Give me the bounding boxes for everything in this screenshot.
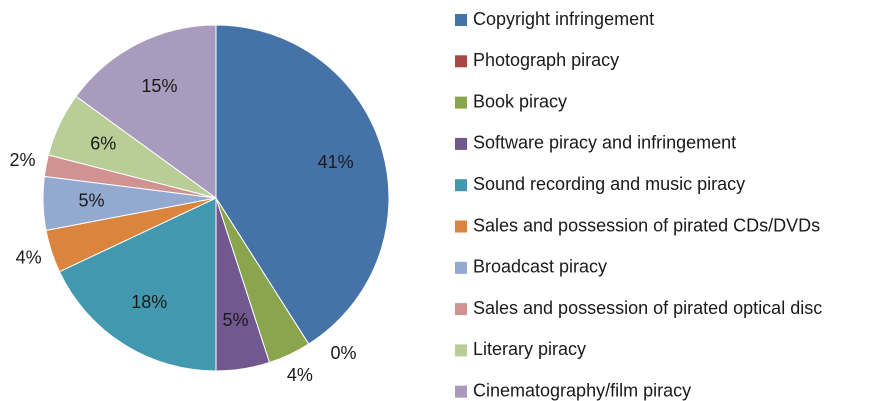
legend-label: Book piracy <box>473 91 567 111</box>
pie-slice <box>75 24 217 199</box>
data-label: 15% <box>141 76 177 96</box>
data-label: 41% <box>318 152 354 172</box>
data-label: 4% <box>16 248 42 268</box>
legend-swatch <box>455 96 467 109</box>
legend-label: Sound recording and music piracy <box>473 174 745 194</box>
legend-label: Sales and possession of pirated optical … <box>473 298 822 318</box>
data-label: 0% <box>331 343 357 363</box>
legend-swatch <box>455 14 467 26</box>
data-label: 18% <box>131 292 167 312</box>
legend-swatch <box>455 179 467 192</box>
data-label: 5% <box>222 310 248 330</box>
legend-swatch <box>455 303 467 316</box>
data-label: 4% <box>287 365 313 385</box>
legend-swatch <box>455 261 467 274</box>
data-label: 6% <box>90 134 116 154</box>
legend-swatch <box>455 344 467 357</box>
legend-label: Sales and possession of pirated CDs/DVDs <box>473 215 820 235</box>
pie-slice <box>215 24 390 345</box>
legend-label: Cinematography/film piracy <box>473 380 691 400</box>
pie-slice <box>58 197 217 372</box>
legend-label: Copyright infringement <box>473 9 654 29</box>
legend-label: Literary piracy <box>473 339 586 359</box>
legend-swatch <box>455 220 467 233</box>
legend-label: Broadcast piracy <box>473 257 607 277</box>
legend-swatch <box>455 137 467 150</box>
data-label: 2% <box>9 150 35 170</box>
legend-swatch <box>455 55 467 68</box>
legend-swatch <box>455 385 467 398</box>
legend-label: Photograph piracy <box>473 50 619 70</box>
legend-label: Software piracy and infringement <box>473 133 736 153</box>
data-label: 5% <box>78 191 104 211</box>
